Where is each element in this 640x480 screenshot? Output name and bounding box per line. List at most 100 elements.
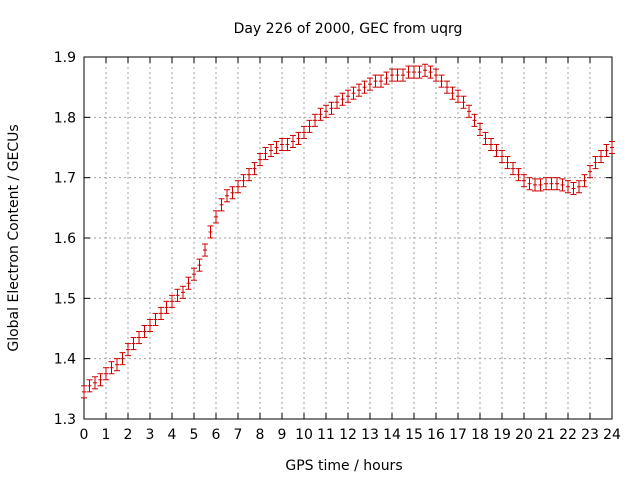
data-point <box>449 86 456 100</box>
data-point <box>158 306 164 320</box>
data-point <box>213 210 219 224</box>
x-tick-label: 4 <box>168 427 177 443</box>
x-tick-label: 12 <box>339 427 357 443</box>
data-point <box>235 180 241 194</box>
data-point <box>174 288 181 302</box>
data-point <box>147 318 153 333</box>
x-tick-label: 0 <box>80 427 89 443</box>
x-tick-label: 16 <box>427 427 445 443</box>
data-point <box>240 174 247 188</box>
data-point <box>251 162 258 176</box>
x-tick-label: 24 <box>603 427 621 443</box>
data-point <box>125 343 131 357</box>
data-point <box>460 95 467 109</box>
data-point <box>576 180 582 194</box>
x-tick-label: 21 <box>537 427 555 443</box>
data-point <box>570 181 577 196</box>
x-tick-label: 22 <box>559 427 577 443</box>
data-point <box>334 95 340 109</box>
data-point <box>246 168 252 182</box>
data-point <box>119 352 126 366</box>
data-point <box>499 150 505 164</box>
data-point <box>477 122 483 136</box>
data-point <box>405 65 412 79</box>
data-point <box>504 156 511 170</box>
data-point <box>400 68 406 82</box>
data-point <box>554 177 560 191</box>
data-point <box>389 68 395 82</box>
data-point <box>543 177 549 191</box>
data-point <box>114 358 120 372</box>
y-tick-label: 1.7 <box>54 171 76 187</box>
chart-title: Day 226 of 2000, GEC from uqrg <box>234 21 463 37</box>
data-point <box>103 367 109 381</box>
data-point <box>488 137 494 152</box>
data-point <box>202 243 208 257</box>
data-point <box>510 162 516 176</box>
data-point <box>185 276 192 290</box>
data-point <box>598 150 604 164</box>
data-point <box>229 186 236 200</box>
data-point <box>378 74 384 88</box>
x-axis-label: GPS time / hours <box>285 458 402 474</box>
data-point <box>526 177 533 191</box>
data-point <box>207 225 214 239</box>
data-point <box>383 71 390 85</box>
data-point <box>136 331 142 345</box>
data-point <box>394 68 401 82</box>
y-tick-label: 1.6 <box>54 231 76 247</box>
data-point <box>262 147 269 161</box>
x-tick-label: 11 <box>317 427 335 443</box>
x-tick-label: 9 <box>278 427 287 443</box>
data-point <box>323 104 329 118</box>
y-tick-label: 1.5 <box>54 291 76 307</box>
x-tick-label: 17 <box>449 427 467 443</box>
data-point <box>290 134 296 148</box>
y-tick-label: 1.3 <box>54 412 76 428</box>
x-tick-label: 19 <box>493 427 511 443</box>
x-tick-label: 1 <box>102 427 111 443</box>
data-point <box>196 258 203 272</box>
data-point <box>444 80 450 94</box>
y-tick-label: 1.8 <box>54 110 76 126</box>
data-point <box>152 312 159 326</box>
data-point <box>609 140 615 155</box>
data-point <box>493 143 500 158</box>
data-point <box>191 267 197 281</box>
data-point <box>141 324 148 339</box>
data-point <box>438 74 445 88</box>
data-point <box>301 125 307 139</box>
x-tick-label: 14 <box>383 427 401 443</box>
data-point <box>317 107 324 121</box>
data-point <box>257 153 263 167</box>
data-point <box>559 178 566 192</box>
data-point <box>587 165 593 179</box>
x-tick-label: 6 <box>212 427 221 443</box>
data-point <box>306 119 313 133</box>
data-point <box>345 89 351 103</box>
x-tick-label: 23 <box>581 427 599 443</box>
data-point <box>81 385 87 399</box>
y-tick-label: 1.9 <box>54 50 76 66</box>
x-tick-label: 7 <box>234 427 243 443</box>
data-point <box>268 143 274 158</box>
data-point <box>581 174 588 188</box>
data-point <box>455 89 461 103</box>
data-point <box>521 174 527 188</box>
x-tick-label: 10 <box>295 427 313 443</box>
data-point <box>284 137 291 152</box>
data-point <box>515 168 522 182</box>
x-tick-label: 20 <box>515 427 533 443</box>
data-point <box>433 68 439 82</box>
data-point <box>367 77 373 91</box>
data-point <box>130 337 137 351</box>
y-tick-label: 1.4 <box>54 352 76 368</box>
grid <box>84 57 612 419</box>
data-point <box>295 131 302 145</box>
data-point <box>169 294 175 308</box>
data-point <box>92 376 98 390</box>
data-point <box>411 65 417 79</box>
data-point <box>471 113 478 127</box>
x-tick-label: 18 <box>471 427 489 443</box>
data-point <box>108 361 115 375</box>
